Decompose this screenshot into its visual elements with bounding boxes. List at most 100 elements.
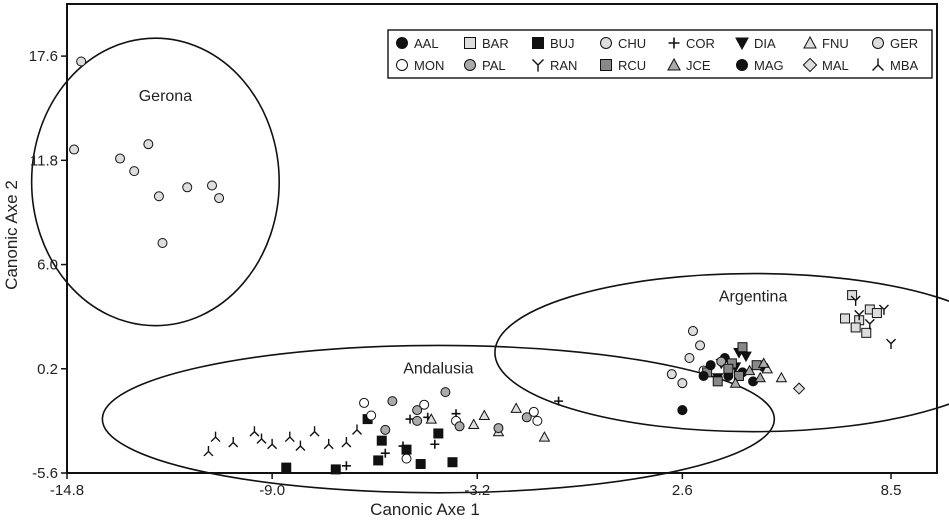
point-mba-3 bbox=[267, 438, 278, 450]
point-mal-0 bbox=[792, 382, 806, 395]
point-pal-4 bbox=[454, 421, 465, 432]
legend-label-dia: DIA bbox=[754, 36, 776, 51]
point-pal-7 bbox=[412, 415, 423, 426]
series-mba bbox=[203, 424, 362, 457]
point-fnu-6 bbox=[775, 371, 788, 383]
cluster-ellipse-argentina bbox=[494, 272, 949, 433]
legend-marker-mon bbox=[396, 59, 408, 71]
legend-marker-chu bbox=[600, 37, 612, 49]
legend-marker-mal bbox=[802, 57, 818, 73]
cluster-label-andalusia: Andalusia bbox=[403, 360, 473, 377]
point-pal-2 bbox=[412, 405, 423, 416]
cluster-label-gerona: Gerona bbox=[139, 88, 192, 105]
point-bar-0 bbox=[847, 290, 858, 301]
plot-area bbox=[66, 3, 938, 474]
point-bar-6 bbox=[850, 322, 861, 333]
point-buj-8 bbox=[376, 435, 387, 446]
legend-marker-rcu bbox=[600, 59, 612, 71]
cluster-label-argentina: Argentina bbox=[719, 289, 788, 306]
point-rcu-1 bbox=[712, 376, 723, 387]
legend-label-ger: GER bbox=[890, 36, 918, 51]
legend-marker-bar bbox=[464, 37, 476, 49]
point-mon-5 bbox=[528, 406, 539, 417]
legend-marker-pal bbox=[464, 59, 476, 71]
y-axis-title: Canonic Axe 2 bbox=[2, 180, 21, 290]
series-chu bbox=[666, 326, 706, 389]
legend-label-mal: MAL bbox=[822, 58, 849, 73]
point-mba-2 bbox=[249, 426, 260, 437]
legend-label-fnu: FNU bbox=[822, 36, 849, 51]
point-chu-3 bbox=[695, 340, 706, 351]
y-tick-label-1: 11.8 bbox=[30, 152, 58, 169]
point-ger-3 bbox=[129, 166, 140, 177]
point-buj-7 bbox=[447, 457, 458, 468]
point-chu-4 bbox=[687, 326, 698, 337]
point-jce-3 bbox=[729, 377, 742, 388]
point-ger-0 bbox=[76, 56, 87, 67]
point-mag-1 bbox=[705, 360, 716, 371]
point-mba-10 bbox=[203, 446, 214, 457]
point-fnu-5 bbox=[538, 431, 551, 442]
point-mba-9 bbox=[352, 424, 362, 435]
point-jce-2 bbox=[757, 357, 770, 368]
legend-label-mba: MBA bbox=[890, 58, 919, 73]
legend-label-aal: AAL bbox=[414, 36, 439, 51]
x-tick-label-4: 8.5 bbox=[881, 482, 902, 499]
point-fnu-1 bbox=[467, 418, 480, 430]
legend-marker-aal bbox=[396, 37, 408, 49]
legend-label-ran: RAN bbox=[550, 58, 577, 73]
point-mon-1 bbox=[419, 399, 430, 410]
point-ran-3 bbox=[878, 304, 889, 315]
data-points bbox=[69, 56, 897, 475]
legend-label-mon: MON bbox=[414, 58, 444, 73]
point-rcu-3 bbox=[737, 342, 748, 353]
cluster-ellipses: Gerona Andalusia Argentina bbox=[30, 37, 949, 494]
point-cor-1 bbox=[380, 448, 390, 458]
plot-frame bbox=[66, 3, 938, 474]
point-chu-2 bbox=[684, 352, 695, 363]
axes: -14.8 -9.0 -3.2 2.6 8.5 17.6 11.8 6.0 0.2 -5.6 bbox=[29, 48, 902, 499]
point-ran-1 bbox=[854, 309, 865, 321]
legend-label-buj: BUJ bbox=[550, 36, 575, 51]
legend-marker-mag bbox=[736, 59, 748, 71]
legend-marker-ger bbox=[872, 37, 884, 49]
x-tick-label-1: -9.0 bbox=[259, 482, 285, 499]
y-tick-label-4: -5.6 bbox=[32, 465, 58, 482]
point-pal-0 bbox=[380, 424, 391, 435]
x-tick-label-2: -3.2 bbox=[464, 482, 490, 499]
point-pal-5 bbox=[493, 423, 504, 434]
point-jce-1 bbox=[754, 371, 766, 383]
point-ran-4 bbox=[886, 338, 897, 350]
point-mba-7 bbox=[323, 438, 334, 450]
legend-marker-buj bbox=[532, 37, 544, 49]
point-mon-6 bbox=[532, 415, 543, 426]
legend-marker-ran bbox=[532, 59, 544, 72]
point-ger-5 bbox=[153, 191, 164, 202]
point-pal-3 bbox=[440, 387, 451, 398]
series-mon bbox=[359, 365, 709, 464]
y-tick-label-0: 17.6 bbox=[29, 48, 58, 65]
point-ger-6 bbox=[157, 237, 168, 248]
legend-label-chu: CHU bbox=[618, 36, 646, 51]
x-tick-label-0: -14.8 bbox=[50, 482, 84, 499]
x-tick-label-3: 2.6 bbox=[672, 482, 693, 499]
point-mag-2 bbox=[698, 370, 709, 381]
point-cor-5 bbox=[430, 439, 440, 449]
x-axis-title: Canonic Axe 1 bbox=[370, 500, 480, 519]
cluster-ellipse-andalusia bbox=[101, 344, 776, 494]
cluster-ellipse-gerona bbox=[30, 37, 280, 327]
series-pal bbox=[380, 356, 727, 435]
point-ger-8 bbox=[207, 180, 217, 191]
y-tick-label-2: 6.0 bbox=[37, 257, 58, 274]
point-ger-1 bbox=[69, 144, 80, 155]
point-ger-2 bbox=[115, 153, 126, 164]
point-cor-0 bbox=[341, 461, 351, 471]
point-buj-1 bbox=[330, 464, 341, 475]
point-mba-8 bbox=[341, 437, 352, 448]
point-chu-1 bbox=[677, 378, 688, 389]
point-buj-0 bbox=[281, 462, 292, 473]
legend-marker-mba bbox=[872, 58, 884, 71]
point-ran-0 bbox=[850, 295, 861, 306]
point-pal-1 bbox=[387, 396, 398, 407]
